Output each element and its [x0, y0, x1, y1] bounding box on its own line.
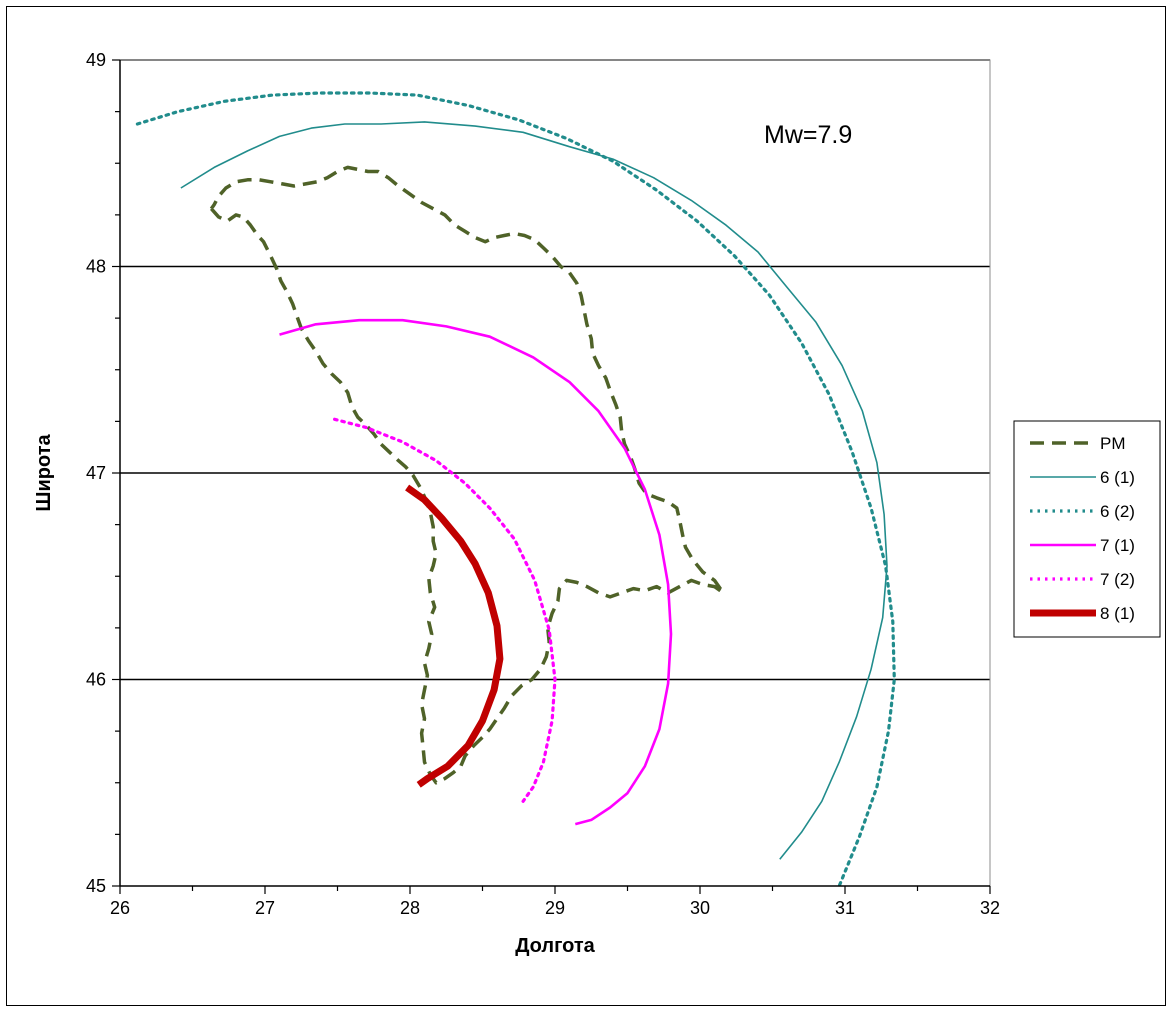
series-line-0 [209, 165, 725, 785]
legend-label-5: 8 (1) [1100, 604, 1135, 623]
y-tick-label-2: 47 [86, 463, 106, 483]
legend-label-1: 6 (1) [1100, 468, 1135, 487]
grid-lines [120, 59, 990, 681]
y-tick-label-3: 48 [86, 257, 106, 277]
legend-label-0: PM [1100, 434, 1126, 453]
axes: 26 27 28 29 30 31 32 45 46 47 48 49 [86, 50, 1000, 918]
x-tick-label-1: 27 [255, 898, 275, 918]
y-tick-label-4: 49 [86, 50, 106, 70]
legend-label-3: 7 (1) [1100, 536, 1135, 555]
x-axis-title: Долгота [515, 935, 595, 957]
x-tick-label-0: 26 [110, 898, 130, 918]
y-axis-title: Широта [33, 434, 55, 512]
y-tick-label-0: 45 [86, 876, 106, 896]
legend-box [1013, 420, 1161, 638]
x-tick-label-2: 28 [400, 898, 420, 918]
legend: PM 6 (1) 6 (2) 7 (1) 7 (2) 8 (1) [1013, 420, 1161, 638]
series-lines [135, 91, 896, 888]
legend-label-2: 6 (2) [1100, 502, 1135, 521]
legend-label-4: 7 (2) [1100, 570, 1135, 589]
y-tick-label-1: 46 [86, 670, 106, 690]
series-line-4 [333, 417, 557, 803]
magnitude-annotation: Mw=7.9 [764, 121, 852, 149]
series-line-5 [405, 484, 504, 788]
series-line-1 [180, 121, 888, 860]
x-tick-label-6: 32 [980, 898, 1000, 918]
series-line-2 [135, 91, 896, 888]
chart-frame [6, 6, 1166, 1006]
x-tick-label-4: 30 [690, 898, 710, 918]
x-tick-label-5: 31 [835, 898, 855, 918]
x-tick-label-3: 29 [545, 898, 565, 918]
series-line-3 [279, 318, 673, 826]
